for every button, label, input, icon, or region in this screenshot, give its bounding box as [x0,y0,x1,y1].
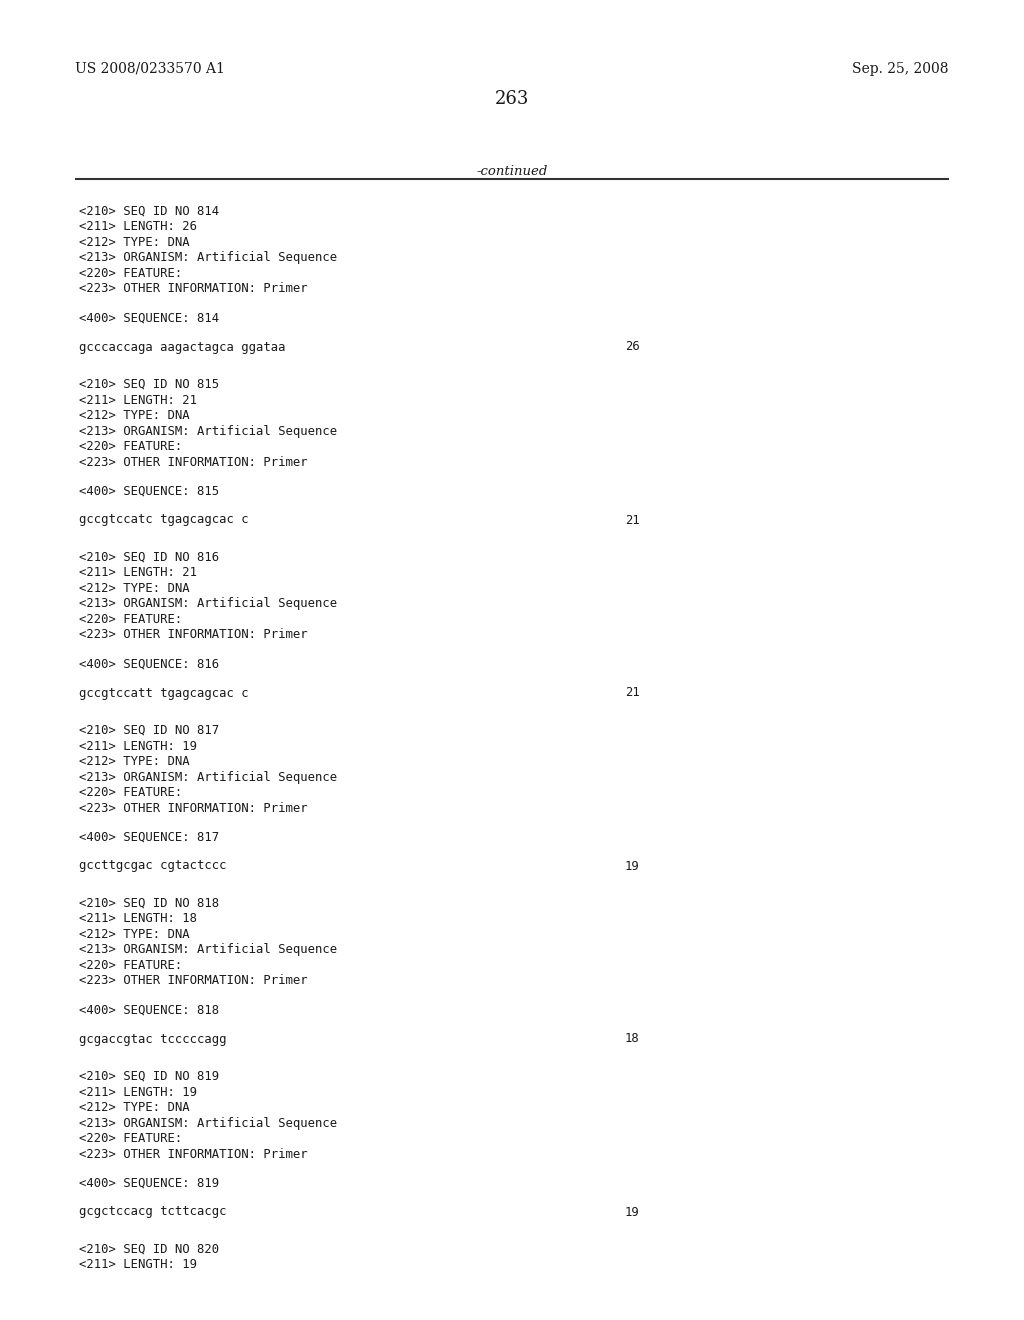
Text: <223> OTHER INFORMATION: Primer: <223> OTHER INFORMATION: Primer [79,974,307,987]
Text: US 2008/0233570 A1: US 2008/0233570 A1 [75,62,225,77]
Text: <223> OTHER INFORMATION: Primer: <223> OTHER INFORMATION: Primer [79,1147,307,1160]
Text: <211> LENGTH: 26: <211> LENGTH: 26 [79,220,197,234]
Text: <400> SEQUENCE: 817: <400> SEQUENCE: 817 [79,832,219,843]
Text: <211> LENGTH: 18: <211> LENGTH: 18 [79,912,197,925]
Text: <210> SEQ ID NO 814: <210> SEQ ID NO 814 [79,205,219,218]
Text: <210> SEQ ID NO 818: <210> SEQ ID NO 818 [79,898,219,909]
Text: <210> SEQ ID NO 816: <210> SEQ ID NO 816 [79,550,219,564]
Text: <223> OTHER INFORMATION: Primer: <223> OTHER INFORMATION: Primer [79,628,307,642]
Text: 19: 19 [625,1205,640,1218]
Text: <220> FEATURE:: <220> FEATURE: [79,785,182,799]
Text: <211> LENGTH: 19: <211> LENGTH: 19 [79,1085,197,1098]
Text: <210> SEQ ID NO 817: <210> SEQ ID NO 817 [79,723,219,737]
Text: <220> FEATURE:: <220> FEATURE: [79,440,182,453]
Text: <212> TYPE: DNA: <212> TYPE: DNA [79,409,189,422]
Text: <211> LENGTH: 21: <211> LENGTH: 21 [79,566,197,579]
Text: <223> OTHER INFORMATION: Primer: <223> OTHER INFORMATION: Primer [79,455,307,469]
Text: <212> TYPE: DNA: <212> TYPE: DNA [79,1101,189,1114]
Text: <212> TYPE: DNA: <212> TYPE: DNA [79,236,189,249]
Text: <212> TYPE: DNA: <212> TYPE: DNA [79,755,189,768]
Text: Sep. 25, 2008: Sep. 25, 2008 [853,62,949,77]
Text: gccgtccatc tgagcagcac c: gccgtccatc tgagcagcac c [79,513,249,527]
Text: <212> TYPE: DNA: <212> TYPE: DNA [79,928,189,941]
Text: <220> FEATURE:: <220> FEATURE: [79,960,182,972]
Text: <212> TYPE: DNA: <212> TYPE: DNA [79,582,189,595]
Text: <400> SEQUENCE: 819: <400> SEQUENCE: 819 [79,1177,219,1191]
Text: <400> SEQUENCE: 818: <400> SEQUENCE: 818 [79,1005,219,1016]
Text: <220> FEATURE:: <220> FEATURE: [79,267,182,280]
Text: <210> SEQ ID NO 820: <210> SEQ ID NO 820 [79,1243,219,1257]
Text: gcgaccgtac tcccccagg: gcgaccgtac tcccccagg [79,1032,226,1045]
Text: <223> OTHER INFORMATION: Primer: <223> OTHER INFORMATION: Primer [79,282,307,296]
Text: <213> ORGANISM: Artificial Sequence: <213> ORGANISM: Artificial Sequence [79,944,337,957]
Text: <211> LENGTH: 21: <211> LENGTH: 21 [79,393,197,407]
Text: 18: 18 [625,1032,640,1045]
Text: <223> OTHER INFORMATION: Primer: <223> OTHER INFORMATION: Primer [79,801,307,814]
Text: <211> LENGTH: 19: <211> LENGTH: 19 [79,739,197,752]
Text: gcccaccaga aagactagca ggataa: gcccaccaga aagactagca ggataa [79,341,286,354]
Text: <400> SEQUENCE: 816: <400> SEQUENCE: 816 [79,657,219,671]
Text: -continued: -continued [476,165,548,178]
Text: 19: 19 [625,859,640,873]
Text: <220> FEATURE:: <220> FEATURE: [79,612,182,626]
Text: <213> ORGANISM: Artificial Sequence: <213> ORGANISM: Artificial Sequence [79,598,337,610]
Text: <213> ORGANISM: Artificial Sequence: <213> ORGANISM: Artificial Sequence [79,1117,337,1130]
Text: 21: 21 [625,513,640,527]
Text: gcgctccacg tcttcacgc: gcgctccacg tcttcacgc [79,1205,226,1218]
Text: gccttgcgac cgtactccc: gccttgcgac cgtactccc [79,859,226,873]
Text: <211> LENGTH: 19: <211> LENGTH: 19 [79,1258,197,1271]
Text: 263: 263 [495,90,529,108]
Text: <213> ORGANISM: Artificial Sequence: <213> ORGANISM: Artificial Sequence [79,252,337,264]
Text: 21: 21 [625,686,640,700]
Text: <220> FEATURE:: <220> FEATURE: [79,1133,182,1144]
Text: <213> ORGANISM: Artificial Sequence: <213> ORGANISM: Artificial Sequence [79,425,337,437]
Text: <210> SEQ ID NO 819: <210> SEQ ID NO 819 [79,1071,219,1082]
Text: 26: 26 [625,341,640,354]
Text: <400> SEQUENCE: 815: <400> SEQUENCE: 815 [79,484,219,498]
Text: gccgtccatt tgagcagcac c: gccgtccatt tgagcagcac c [79,686,249,700]
Text: <400> SEQUENCE: 814: <400> SEQUENCE: 814 [79,312,219,325]
Text: <213> ORGANISM: Artificial Sequence: <213> ORGANISM: Artificial Sequence [79,771,337,784]
Text: <210> SEQ ID NO 815: <210> SEQ ID NO 815 [79,378,219,391]
